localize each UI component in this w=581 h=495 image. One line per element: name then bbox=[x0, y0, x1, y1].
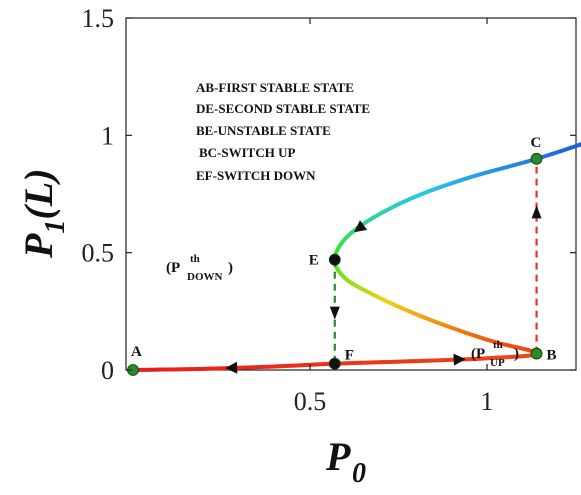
point-a-label: A bbox=[131, 344, 142, 360]
legend-line-bc: BC-SWITCH UP bbox=[199, 145, 295, 160]
svg-text:th: th bbox=[190, 253, 200, 265]
point-c-marker bbox=[530, 152, 543, 165]
point-f-label: F bbox=[345, 348, 354, 364]
svg-text:DOWN: DOWN bbox=[187, 271, 223, 283]
svg-text:UP: UP bbox=[490, 357, 505, 369]
y-axis-title: P1(L) bbox=[16, 168, 71, 259]
switch-down-arrow bbox=[329, 306, 340, 320]
point-c-label: C bbox=[531, 135, 542, 151]
legend-text-block: AB-FIRST STABLE STATE DE-SECOND STABLE S… bbox=[196, 80, 370, 183]
svg-text:): ) bbox=[514, 346, 519, 362]
threshold-down-label: (P th DOWN ) bbox=[166, 253, 233, 283]
y-tick-label: 0 bbox=[101, 356, 114, 385]
legend-line-ef: EF-SWITCH DOWN bbox=[196, 168, 316, 183]
tick-layer: 0.511.500.511.5 bbox=[82, 4, 576, 416]
y-tick-label: 1 bbox=[101, 121, 114, 150]
x-tick-label: 1 bbox=[481, 387, 494, 416]
svg-text:P1(L): P1(L) bbox=[16, 168, 71, 259]
direction-arrow bbox=[225, 361, 238, 374]
curve-layer bbox=[131, 142, 581, 374]
point-f-marker bbox=[328, 357, 341, 370]
y-tick-label: 0.5 bbox=[82, 239, 115, 268]
y-tick-label: 1.5 bbox=[82, 4, 115, 33]
svg-text:0: 0 bbox=[352, 458, 366, 489]
plot-frame bbox=[125, 17, 577, 371]
point-b-marker bbox=[530, 347, 543, 360]
legend-line-de: DE-SECOND STABLE STATE bbox=[196, 101, 370, 116]
threshold-up-label: (P th UP ) bbox=[471, 339, 519, 369]
direction-arrow bbox=[353, 220, 368, 233]
switch-up-arrow bbox=[531, 205, 542, 219]
svg-text:(P: (P bbox=[166, 260, 180, 276]
point-e-label: E bbox=[309, 253, 319, 269]
svg-text:): ) bbox=[228, 260, 233, 276]
direction-arrow bbox=[453, 353, 466, 366]
legend-line-ab: AB-FIRST STABLE STATE bbox=[196, 80, 354, 95]
legend-line-be: BE-UNSTABLE STATE bbox=[196, 123, 331, 138]
x-tick-label: 0.5 bbox=[294, 387, 327, 416]
point-e-marker bbox=[328, 253, 341, 266]
x-axis-title: P 0 bbox=[325, 434, 366, 489]
point-layer: ABCDEF bbox=[127, 135, 557, 376]
switch-layer bbox=[329, 158, 542, 364]
svg-text:(P: (P bbox=[471, 346, 485, 362]
svg-text:th: th bbox=[493, 339, 503, 351]
point-b-label: B bbox=[547, 348, 557, 364]
svg-text:P: P bbox=[325, 434, 351, 479]
